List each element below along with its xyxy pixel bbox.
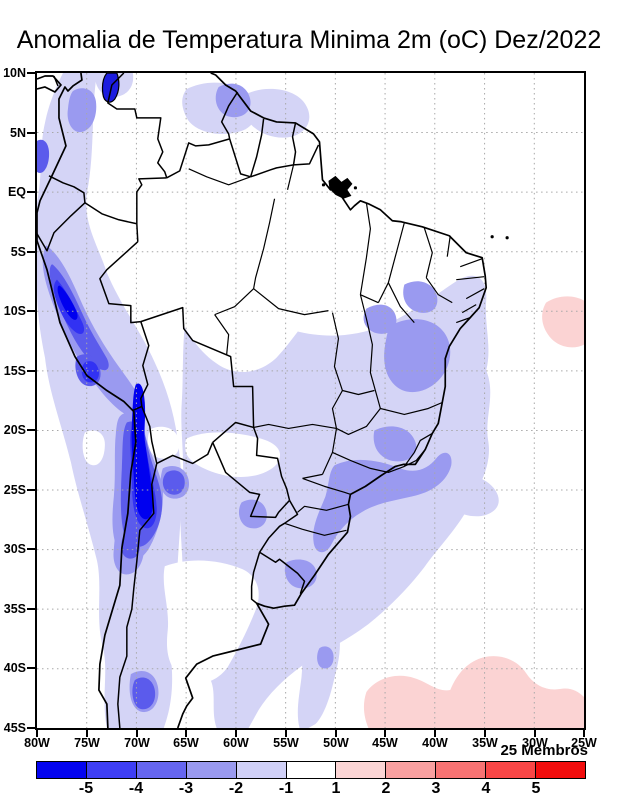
lon-label: 80W <box>24 736 50 750</box>
colorbar-tick-label: 1 <box>331 780 341 797</box>
amazon-mouth-islands <box>321 175 509 240</box>
colorbar-segment <box>235 762 286 778</box>
colorbar-tick-label: 4 <box>481 780 491 797</box>
lat-tick <box>27 191 36 193</box>
lon-label: 75W <box>74 736 100 750</box>
map-frame <box>35 71 586 730</box>
country-borders <box>37 73 320 728</box>
lat-tick <box>27 370 36 372</box>
members-label: 25 Membros <box>500 742 588 759</box>
lat-tick <box>27 727 36 729</box>
lat-tick <box>27 251 36 253</box>
coastline <box>37 73 488 728</box>
lon-tick <box>534 730 536 737</box>
lon-tick <box>434 730 436 737</box>
colorbar-tick-label: -1 <box>278 780 294 797</box>
lat-label: 20S <box>3 423 26 437</box>
shade-pink <box>363 296 584 728</box>
lat-tick <box>27 132 36 134</box>
colorbar-segment <box>535 762 585 778</box>
lon-label: 50W <box>323 736 349 750</box>
colorbar-tick-label: 3 <box>431 780 441 797</box>
lon-tick <box>36 730 38 737</box>
map-plot <box>37 73 584 728</box>
lon-label: 70W <box>124 736 150 750</box>
lon-label: 40W <box>422 736 448 750</box>
lon-label: 55W <box>273 736 299 750</box>
colorbar-segment <box>335 762 386 778</box>
colorbar-tick-label: -4 <box>128 780 144 797</box>
colorbar <box>36 761 586 779</box>
colorbar-tick-label: 2 <box>381 780 391 797</box>
lon-label: 30W <box>522 736 548 750</box>
lon-tick <box>384 730 386 737</box>
lat-tick <box>27 429 36 431</box>
lat-tick <box>27 489 36 491</box>
lat-label: 5N <box>10 126 26 140</box>
lat-label: 10S <box>3 304 26 318</box>
lat-label: 40S <box>3 661 26 675</box>
lon-tick <box>335 730 337 737</box>
lon-tick <box>86 730 88 737</box>
colorbar-segment <box>135 762 186 778</box>
lon-tick <box>185 730 187 737</box>
colorbar-tick-label: -3 <box>178 780 194 797</box>
lat-label: 15S <box>3 364 26 378</box>
lat-label: 10N <box>3 66 26 80</box>
colorbar-segment <box>485 762 536 778</box>
colorbar-tick-label: -2 <box>228 780 244 797</box>
colorbar-segment <box>385 762 436 778</box>
lat-label: 5S <box>10 245 26 259</box>
lon-tick <box>235 730 237 737</box>
lon-label: 65W <box>173 736 199 750</box>
lat-label: 30S <box>3 542 26 556</box>
state-borders <box>188 164 485 536</box>
lat-label: EQ <box>7 185 26 199</box>
lat-label: 25S <box>3 483 26 497</box>
colorbar-tick-label: 5 <box>531 780 541 797</box>
lat-tick <box>27 667 36 669</box>
lon-tick <box>484 730 486 737</box>
lon-label: 60W <box>223 736 249 750</box>
lon-label: 25W <box>571 736 597 750</box>
colorbar-segment <box>435 762 486 778</box>
colorbar-segment <box>285 762 336 778</box>
colorbar-segment <box>37 762 86 778</box>
lon-tick <box>285 730 287 737</box>
plot-title: Anomalia de Temperatura Minima 2m (oC) D… <box>16 26 602 54</box>
lat-tick <box>27 310 36 312</box>
lat-tick <box>27 608 36 610</box>
lon-tick <box>136 730 138 737</box>
lat-tick <box>27 548 36 550</box>
lat-tick <box>27 72 36 74</box>
colorbar-tick-label: -5 <box>78 780 94 797</box>
lon-label: 35W <box>472 736 498 750</box>
lat-label: 45S <box>3 721 26 735</box>
lon-label: 45W <box>372 736 398 750</box>
colorbar-segment <box>85 762 136 778</box>
lon-tick <box>583 730 585 737</box>
colorbar-segment <box>185 762 236 778</box>
lat-label: 35S <box>3 602 26 616</box>
